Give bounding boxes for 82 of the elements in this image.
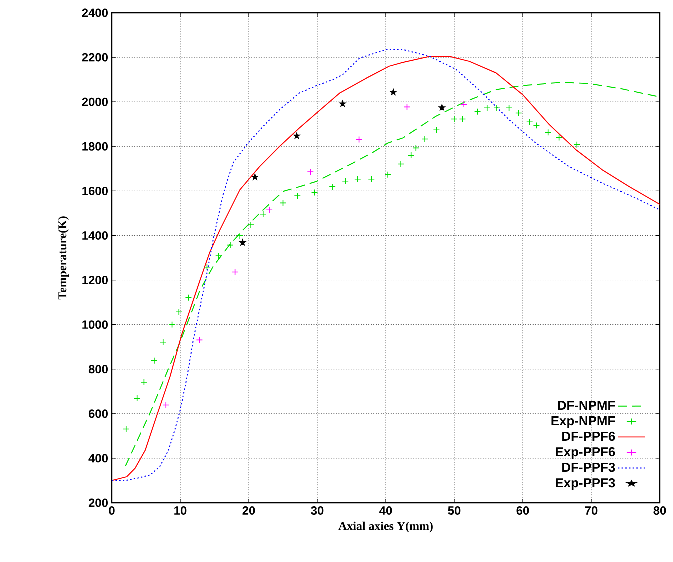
y-tick-label: 1400 — [82, 231, 108, 240]
point — [340, 100, 346, 107]
x-tick-label: 30 — [311, 506, 324, 516]
x-axis-title: Axial axies Y(mm) — [338, 522, 433, 533]
point — [412, 144, 420, 152]
point — [390, 89, 397, 96]
legend-label: DF-PPF3 — [562, 462, 616, 472]
x-tick-label: 0 — [109, 506, 115, 515]
y-tick-label: 1000 — [82, 320, 108, 330]
x-tick-label: 20 — [242, 506, 256, 515]
point — [433, 126, 440, 134]
x-tick-label: 80 — [654, 506, 666, 515]
point — [160, 339, 167, 346]
y-axis-title: Temperature(K) — [58, 216, 70, 300]
point — [227, 242, 234, 249]
point — [134, 395, 141, 402]
point — [266, 206, 273, 214]
point — [215, 252, 222, 260]
point — [460, 101, 468, 108]
y-tick-label: 400 — [88, 454, 108, 463]
point — [404, 104, 411, 111]
point — [408, 152, 415, 159]
point — [533, 122, 540, 130]
point — [494, 104, 500, 112]
point — [252, 174, 258, 180]
point — [368, 176, 376, 183]
x-tick-label: 50 — [448, 506, 461, 515]
point — [342, 178, 349, 185]
x-tick-label: 70 — [585, 506, 598, 515]
point — [248, 222, 254, 228]
point — [354, 176, 362, 183]
point — [176, 308, 183, 316]
point — [516, 110, 522, 117]
point — [474, 108, 482, 116]
point — [526, 118, 534, 126]
point — [484, 104, 491, 112]
legend-label: Exp-PPF3 — [556, 478, 616, 490]
point — [294, 132, 300, 139]
point — [544, 129, 552, 136]
y-tick-label: 1600 — [82, 186, 108, 196]
legend-label: DF-PPF6 — [562, 432, 616, 442]
point — [185, 294, 192, 302]
x-tick-label: 10 — [174, 506, 187, 515]
y-tick-label: 200 — [88, 498, 108, 508]
point — [151, 358, 158, 364]
point — [398, 160, 404, 168]
point — [574, 141, 581, 148]
y-tick-label: 2000 — [82, 98, 108, 106]
point — [329, 184, 336, 190]
point — [140, 379, 148, 386]
point — [556, 134, 563, 142]
point — [422, 136, 428, 143]
point — [438, 104, 446, 111]
point — [236, 232, 244, 240]
y-tick-label: 600 — [88, 410, 108, 418]
point — [459, 116, 466, 123]
point — [356, 136, 363, 144]
legend-label: DF-NPMF — [558, 401, 616, 410]
point — [204, 264, 211, 271]
point — [451, 116, 458, 123]
point — [311, 189, 318, 196]
point — [260, 210, 267, 218]
point — [168, 321, 176, 328]
point — [240, 239, 246, 246]
y-tick-label: 1800 — [82, 142, 108, 151]
x-tick-label: 60 — [516, 506, 530, 515]
point — [232, 268, 239, 276]
y-tick-label: 800 — [88, 365, 108, 374]
point — [506, 104, 513, 112]
point — [384, 172, 392, 178]
point — [307, 168, 314, 176]
y-tick-label: 2400 — [82, 8, 108, 18]
point — [123, 426, 130, 433]
point — [196, 336, 204, 344]
point — [162, 402, 170, 409]
y-tick-label: 1200 — [82, 276, 108, 284]
legend-label: Exp-NPMF — [552, 416, 616, 428]
x-tick-label: 40 — [380, 506, 392, 515]
legend-label: Exp-PPF6 — [556, 447, 616, 460]
point — [294, 192, 302, 200]
point — [280, 200, 287, 207]
y-tick-label: 2200 — [82, 53, 108, 62]
